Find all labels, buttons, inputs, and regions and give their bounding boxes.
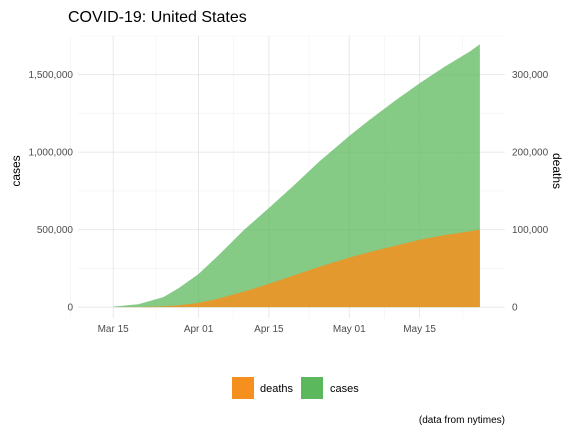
x-tick-label: Apr 01 xyxy=(184,324,214,335)
x-tick-label: Apr 15 xyxy=(254,324,284,335)
chart-caption: (data from nytimes) xyxy=(419,415,505,426)
y-right-tick-label: 300,000 xyxy=(512,70,549,81)
area-deaths xyxy=(113,229,480,308)
legend: deaths cases xyxy=(232,377,359,399)
x-tick-label: May 15 xyxy=(403,324,436,335)
legend-label-deaths: deaths xyxy=(260,383,294,395)
legend-swatch-deaths xyxy=(232,377,254,399)
y-left-tick-label: 1,000,000 xyxy=(29,148,74,159)
chart-title: COVID-19: United States xyxy=(68,9,247,26)
y-right-axis-title: deaths xyxy=(550,153,564,189)
legend-swatch-cases xyxy=(301,377,323,399)
axes: cases deaths Mar 15 Apr 01 Apr 15 May 01 May… xyxy=(9,70,564,335)
area-cases xyxy=(113,44,480,308)
plot-areas xyxy=(113,44,480,308)
y-right-tick-label: 0 xyxy=(512,303,518,314)
y-right-tick-label: 100,000 xyxy=(512,225,549,236)
y-left-tick-label: 1,500,000 xyxy=(29,70,74,81)
x-tick-label: Mar 15 xyxy=(98,324,130,335)
y-right-tick-label: 200,000 xyxy=(512,148,549,159)
y-left-axis-title: cases xyxy=(9,155,23,186)
y-left-tick-label: 500,000 xyxy=(37,225,74,236)
y-left-tick-label: 0 xyxy=(67,303,73,314)
legend-label-cases: cases xyxy=(330,383,359,395)
x-tick-label: May 01 xyxy=(333,324,366,335)
